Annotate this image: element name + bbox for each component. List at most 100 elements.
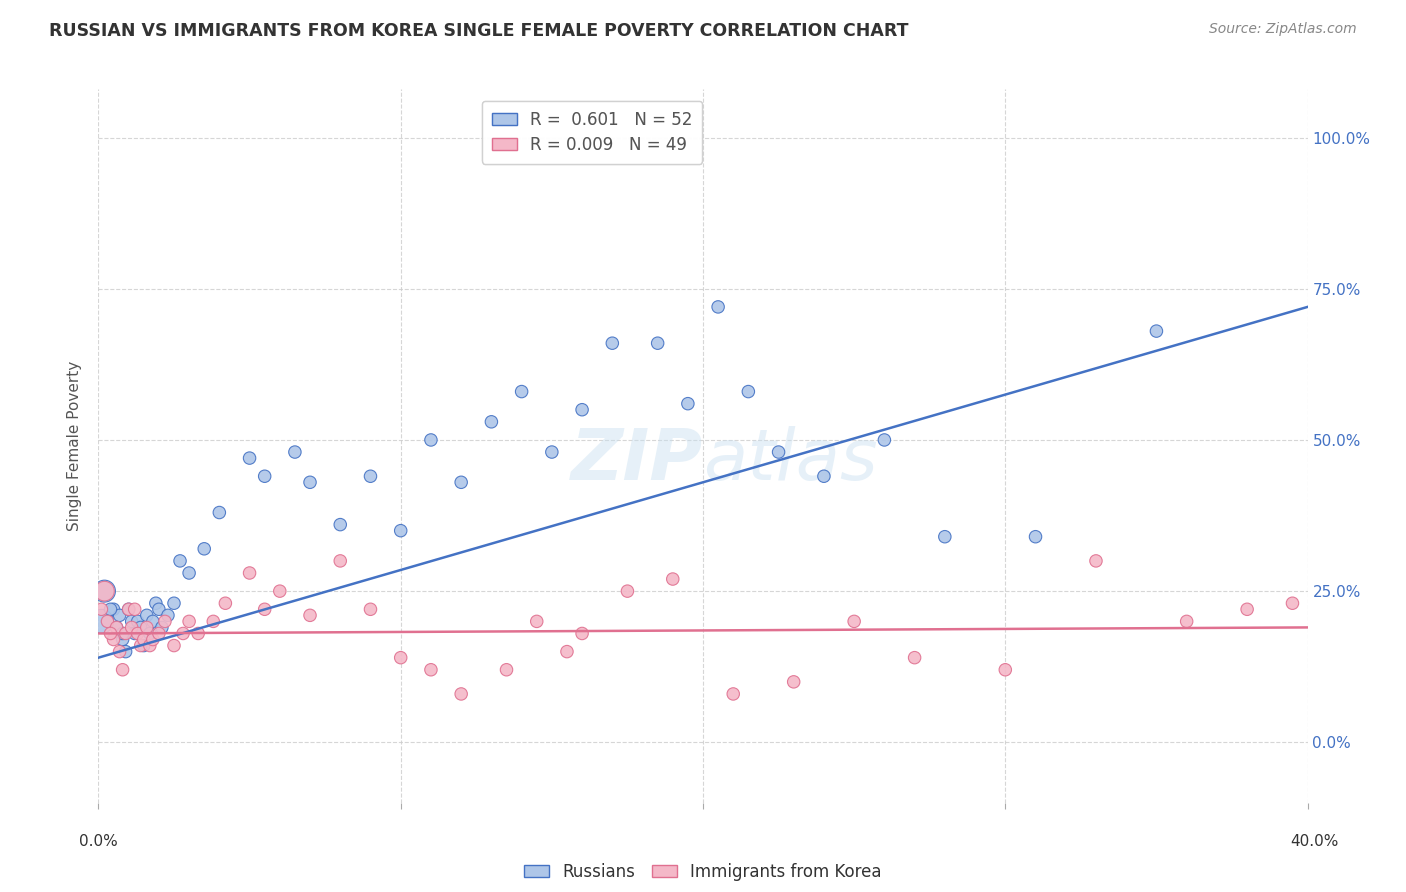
Point (707, 300, 730, 314)
Text: 40.0%: 40.0% (1291, 834, 1339, 849)
Point (169, 554, 191, 568)
Point (602, 336, 624, 351)
Point (1281, 596, 1303, 610)
Point (571, 402, 593, 417)
Point (783, 674, 806, 689)
Point (179, 566, 201, 580)
Point (108, 645, 131, 659)
Point (105, 620, 128, 634)
Point (96, 615, 118, 629)
Point (111, 626, 134, 640)
Point (1085, 554, 1108, 568)
Point (103, 632, 125, 647)
Point (662, 572, 685, 586)
Text: Source: ZipAtlas.com: Source: ZipAtlas.com (1209, 22, 1357, 37)
Text: atlas: atlas (703, 425, 877, 495)
Point (329, 517, 352, 532)
Point (284, 445, 307, 459)
Point (269, 584, 291, 599)
Point (139, 639, 162, 653)
Point (156, 608, 179, 623)
Point (135, 608, 157, 623)
Point (676, 397, 699, 411)
Point (202, 615, 225, 629)
Point (420, 433, 443, 447)
Point (1146, 324, 1168, 338)
Point (127, 626, 149, 640)
Point (142, 632, 165, 647)
Point (389, 524, 412, 538)
Point (105, 620, 128, 634)
Point (481, 415, 503, 429)
Text: RUSSIAN VS IMMIGRANTS FROM KOREA SINGLE FEMALE POVERTY CORRELATION CHART: RUSSIAN VS IMMIGRANTS FROM KOREA SINGLE … (49, 22, 908, 40)
Point (187, 626, 209, 640)
Point (934, 530, 956, 544)
Point (132, 632, 155, 647)
Point (96, 615, 118, 629)
Point (299, 475, 322, 490)
Point (360, 469, 382, 483)
Point (389, 650, 412, 665)
Point (813, 469, 835, 483)
Point (1175, 615, 1198, 629)
Point (737, 384, 759, 399)
Legend: R =  0.601   N = 52, R = 0.009   N = 49: R = 0.601 N = 52, R = 0.009 N = 49 (482, 101, 703, 164)
Point (299, 608, 322, 623)
Point (93, 584, 115, 599)
Point (124, 602, 146, 616)
Point (100, 602, 122, 616)
Point (1236, 602, 1258, 616)
Point (90, 602, 112, 616)
Point (135, 620, 157, 634)
Point (124, 626, 146, 640)
Point (139, 626, 162, 640)
Point (150, 620, 173, 634)
Point (179, 615, 201, 629)
Point (163, 596, 186, 610)
Point (994, 663, 1017, 677)
Point (541, 445, 564, 459)
Point (904, 650, 927, 665)
Point (148, 602, 170, 616)
Point (100, 626, 122, 640)
Point (118, 602, 141, 616)
Point (129, 620, 152, 634)
Point (768, 445, 790, 459)
Point (127, 615, 149, 629)
Point (172, 626, 194, 640)
Point (148, 626, 170, 640)
Point (526, 615, 548, 629)
Point (132, 639, 155, 653)
Point (114, 626, 136, 640)
Point (510, 384, 533, 399)
Point (93, 584, 115, 599)
Point (239, 566, 262, 580)
Point (111, 632, 134, 647)
Point (142, 615, 165, 629)
Point (108, 608, 131, 623)
Point (111, 663, 134, 677)
Point (495, 663, 517, 677)
Point (723, 687, 745, 701)
Point (555, 645, 578, 659)
Point (90, 615, 112, 629)
Point (253, 469, 276, 483)
Point (571, 626, 593, 640)
Point (1024, 530, 1046, 544)
Point (145, 596, 167, 610)
Point (450, 475, 472, 490)
Point (208, 506, 231, 520)
Point (239, 451, 262, 466)
Text: ZIP: ZIP (571, 425, 703, 495)
Point (114, 645, 136, 659)
Point (118, 602, 141, 616)
Point (193, 541, 215, 556)
Point (873, 433, 896, 447)
Point (360, 602, 382, 616)
Point (616, 584, 638, 599)
Point (647, 336, 669, 351)
Point (844, 615, 866, 629)
Y-axis label: Single Female Poverty: Single Female Poverty (67, 361, 83, 531)
Point (253, 602, 276, 616)
Point (153, 615, 176, 629)
